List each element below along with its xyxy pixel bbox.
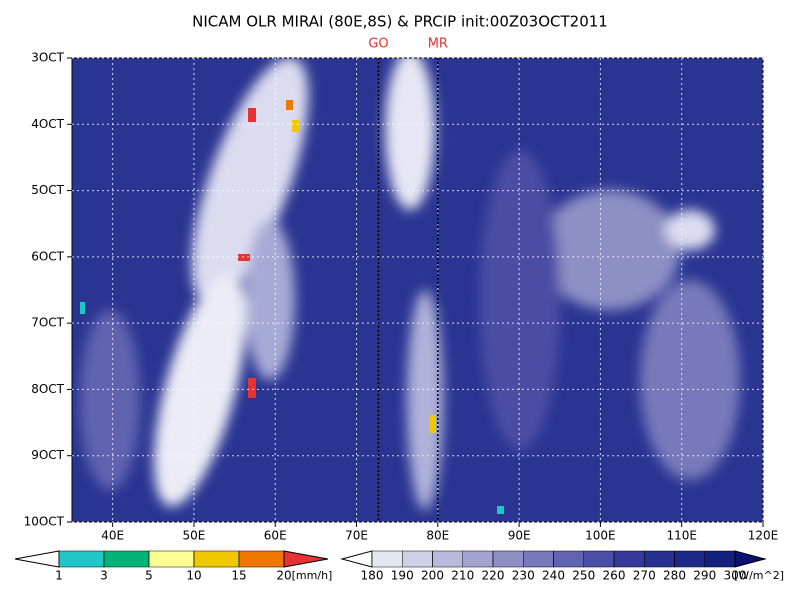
colorbar-segment xyxy=(523,550,554,568)
colorbar-segment xyxy=(613,550,645,568)
y-tick-label: 6OCT xyxy=(31,249,64,263)
colorbar-segment xyxy=(674,550,705,568)
colorbar-label: 210 xyxy=(451,569,474,583)
colorbar-label: 200 xyxy=(421,569,444,583)
x-tick-label: 110E xyxy=(666,529,697,543)
y-tick-label: 8OCT xyxy=(31,382,64,396)
colorbar-label: 300 xyxy=(724,569,747,583)
colorbar-segment xyxy=(193,550,240,568)
colorbar-segment xyxy=(371,550,403,568)
y-tick-label: 5OCT xyxy=(31,183,64,197)
colorbar-segment xyxy=(148,550,195,568)
colorbar-segment xyxy=(58,550,105,568)
colorbar-label: 290 xyxy=(693,569,716,583)
colorbar-label: 190 xyxy=(391,569,414,583)
colorbar-label: 15 xyxy=(231,569,246,583)
colorbar-unit: [W/m^2] xyxy=(734,569,784,582)
field xyxy=(72,58,763,522)
y-tick-label: 3OCT xyxy=(31,51,64,65)
colorbar-label: 230 xyxy=(512,569,535,583)
colorbar-label: 10 xyxy=(186,569,201,583)
colorbar-segment xyxy=(103,550,150,568)
colorbar-label: 270 xyxy=(633,569,656,583)
colorbar-label: 250 xyxy=(572,569,595,583)
y-tick-label: 7OCT xyxy=(31,316,64,330)
x-tick-label: 120E xyxy=(748,529,779,543)
colorbar-unit: [mm/h] xyxy=(292,569,333,582)
colorbar-segment xyxy=(553,550,584,568)
colorbar-label: 260 xyxy=(603,569,626,583)
colorbar-segment xyxy=(462,550,494,568)
x-tick-label: 70E xyxy=(345,529,368,543)
colorbar-label: 220 xyxy=(482,569,505,583)
colorbar-arrow xyxy=(14,550,60,568)
x-tick-label: 90E xyxy=(508,529,531,543)
cloud-pattern xyxy=(80,58,740,510)
colorbar-label: 280 xyxy=(663,569,686,583)
x-tick-label: 50E xyxy=(183,529,206,543)
colorbar-segment xyxy=(492,550,524,568)
colorbar-segment xyxy=(583,550,615,568)
colorbar-segment xyxy=(704,550,736,568)
x-tick-label: 80E xyxy=(426,529,449,543)
colorbar-label: 1 xyxy=(55,569,63,583)
x-tick-label: 60E xyxy=(264,529,287,543)
colorbar-label: 240 xyxy=(542,569,565,583)
colorbar-label: 180 xyxy=(361,569,384,583)
y-tick-label: 10OCT xyxy=(24,515,65,529)
chart-title: NICAM OLR MIRAI (80E,8S) & PRCIP init:00… xyxy=(192,13,608,31)
colorbar-label: 20 xyxy=(276,569,291,583)
x-tick-label: 40E xyxy=(101,529,124,543)
colorbar-segment xyxy=(238,550,285,568)
colorbar-segment xyxy=(644,550,675,568)
colorbar-arrow xyxy=(734,550,767,568)
marker-label: MR xyxy=(428,37,448,52)
marker-label: GO xyxy=(368,37,388,52)
y-tick-label: 9OCT xyxy=(31,448,64,462)
x-tick-label: 100E xyxy=(585,529,616,543)
colorbar-segment xyxy=(402,550,433,568)
colorbar-segment xyxy=(432,550,463,568)
colorbar-arrow xyxy=(283,550,329,568)
colorbar-label: 5 xyxy=(145,569,153,583)
colorbar-label: 3 xyxy=(100,569,108,583)
colorbar-arrow xyxy=(340,550,373,568)
y-tick-label: 4OCT xyxy=(31,117,64,131)
